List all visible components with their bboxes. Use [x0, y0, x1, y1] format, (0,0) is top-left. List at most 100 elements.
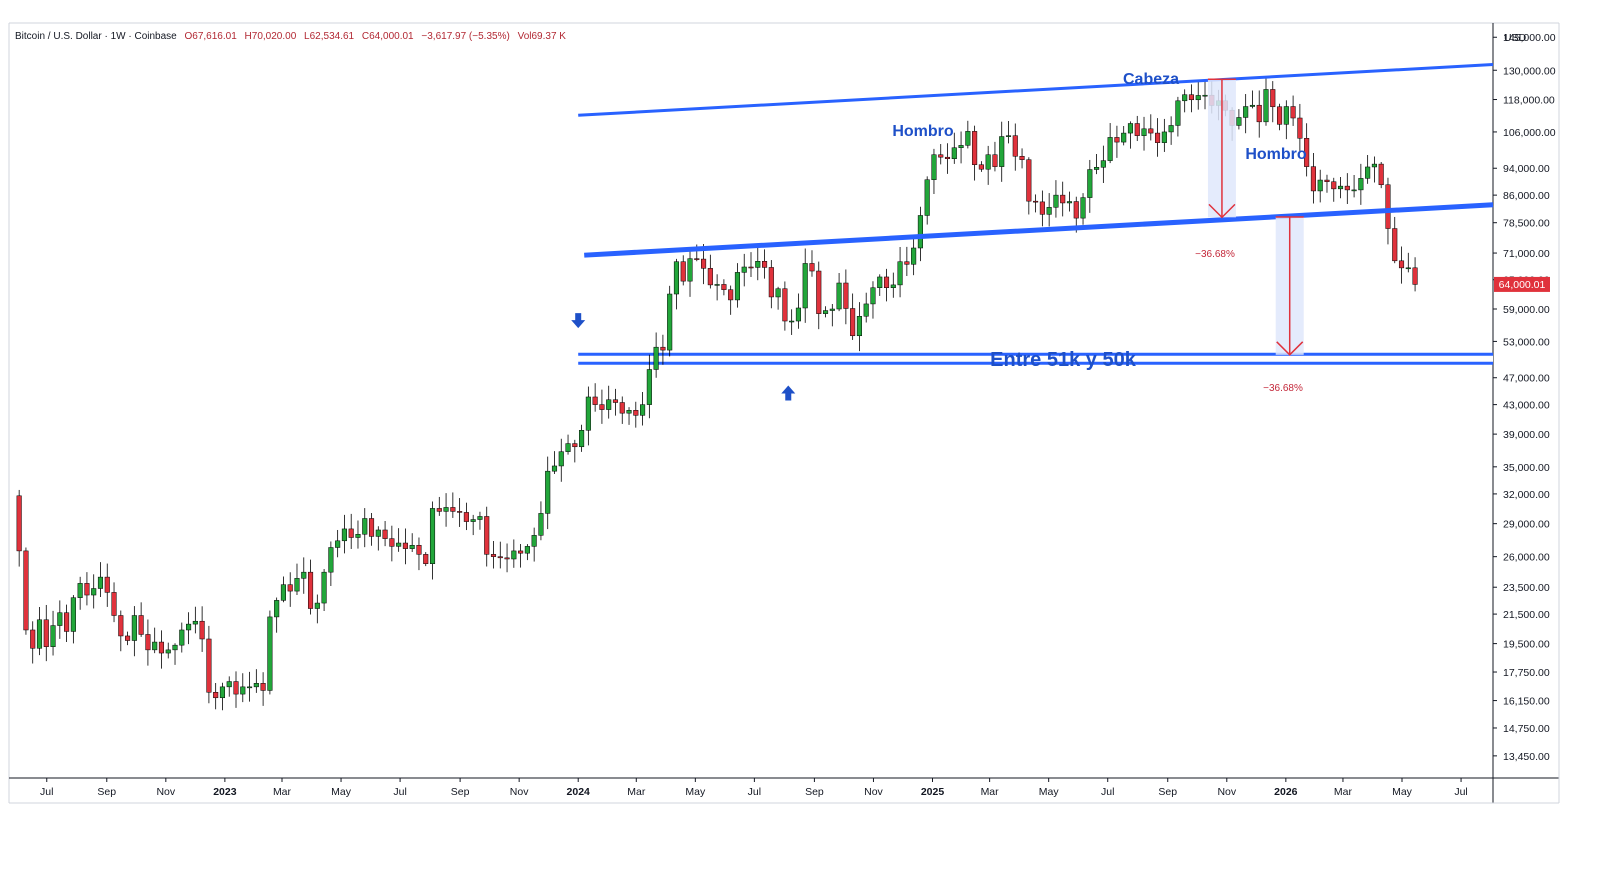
candle-up[interactable] [870, 281, 876, 319]
candle-up[interactable] [734, 263, 740, 308]
candle-down[interactable] [382, 520, 388, 547]
candle-down[interactable] [368, 512, 375, 546]
candle-down[interactable] [118, 610, 124, 652]
candle-down[interactable] [1310, 152, 1316, 204]
candle-down[interactable] [1331, 177, 1337, 202]
candle-up[interactable] [1087, 159, 1093, 213]
candle-up[interactable] [897, 247, 903, 298]
candle-down[interactable] [1060, 181, 1066, 217]
candle-up[interactable] [524, 544, 530, 561]
candle-down[interactable] [1290, 95, 1296, 126]
candle-up[interactable] [131, 606, 137, 657]
candle-up[interactable] [470, 514, 476, 536]
candle-up[interactable] [1236, 109, 1242, 130]
candle-up[interactable] [274, 597, 280, 633]
candle-down[interactable] [850, 293, 856, 340]
candle-down[interactable] [463, 502, 469, 531]
candle-up[interactable] [741, 253, 747, 287]
candle-down[interactable] [457, 498, 463, 527]
candle-up[interactable] [1317, 169, 1323, 203]
candle-down[interactable] [978, 161, 984, 172]
candle-up[interactable] [362, 508, 368, 548]
candle-up[interactable] [1046, 193, 1052, 227]
candle-up[interactable] [57, 600, 63, 639]
candle-up[interactable] [1202, 80, 1208, 110]
candle-down[interactable] [138, 602, 144, 637]
candle-down[interactable] [768, 260, 774, 309]
candle-down[interactable] [1114, 125, 1120, 158]
candle-down[interactable] [1188, 84, 1195, 113]
candle-up[interactable] [1243, 94, 1249, 134]
candle-up[interactable] [165, 642, 171, 659]
time-axis[interactable]: Jul Sep Nov 2023 Mar May Jul Sep Nov 2024 Mar May Ju… [40, 778, 1468, 798]
candle-down[interactable] [762, 249, 768, 279]
candle-down[interactable] [287, 572, 293, 607]
price-axis[interactable]: 145,000.00 130,000.00 118,000.00 106,000.00… [1493, 32, 1556, 763]
candle-up[interactable] [1337, 176, 1344, 199]
candle-down[interactable] [992, 141, 998, 172]
candle-up[interactable] [1141, 116, 1147, 151]
candle-up[interactable] [531, 527, 537, 562]
candle-up[interactable] [152, 627, 158, 654]
candle-up[interactable] [1121, 126, 1127, 146]
candle-up[interactable] [179, 622, 185, 653]
candle-down[interactable] [572, 439, 578, 463]
candle-down[interactable] [1155, 118, 1161, 157]
candle-up[interactable] [755, 246, 761, 281]
candle-down[interactable] [1012, 123, 1018, 171]
candle-down[interactable] [436, 496, 442, 516]
candle-down[interactable] [1134, 115, 1140, 142]
candle-up[interactable] [1175, 96, 1181, 137]
candle-up[interactable] [77, 576, 83, 610]
candle-up[interactable] [267, 610, 273, 695]
candle-down[interactable] [612, 388, 619, 416]
candle-down[interactable] [64, 604, 70, 642]
candle-down[interactable] [497, 541, 503, 569]
candle-up[interactable] [626, 407, 632, 425]
candle-up[interactable] [917, 206, 923, 262]
candle-up[interactable] [226, 676, 232, 697]
candle-up[interactable] [314, 594, 320, 624]
candle-up[interactable] [863, 292, 869, 323]
candle-up[interactable] [890, 272, 896, 298]
candle-down[interactable] [1324, 174, 1330, 193]
candle-down[interactable] [233, 671, 239, 708]
candle-up[interactable] [965, 120, 971, 149]
candle-up[interactable] [192, 606, 198, 634]
candle-down[interactable] [490, 540, 497, 569]
candle-up[interactable] [985, 145, 991, 185]
candle-down[interactable] [592, 383, 598, 412]
candle-down[interactable] [260, 672, 266, 706]
candle-up[interactable] [999, 121, 1005, 182]
candle-up[interactable] [1053, 180, 1059, 218]
candle-up[interactable] [911, 235, 917, 276]
candle-up[interactable] [565, 434, 571, 455]
candle-down[interactable] [206, 625, 212, 704]
candle-down[interactable] [680, 255, 686, 286]
candle-up[interactable] [355, 520, 361, 549]
candle-down[interactable] [748, 252, 754, 277]
candle-up[interactable] [673, 258, 680, 310]
candle-up[interactable] [836, 272, 842, 312]
candle-down[interactable] [972, 125, 978, 181]
candle-down[interactable] [16, 489, 22, 567]
candle-up[interactable] [877, 274, 883, 296]
candle-down[interactable] [944, 143, 951, 174]
candle-down[interactable] [660, 334, 666, 365]
candle-up[interactable] [775, 286, 781, 310]
candle-up[interactable] [714, 274, 720, 301]
candle-down[interactable] [1270, 81, 1276, 123]
candle-down[interactable] [43, 604, 49, 662]
candle-up[interactable] [301, 557, 307, 594]
candle-up[interactable] [856, 302, 862, 352]
candle-up[interactable] [1182, 89, 1188, 113]
candle-down[interactable] [904, 246, 910, 277]
candle-up[interactable] [558, 438, 564, 482]
candle-up[interactable] [1094, 154, 1100, 175]
candle-down[interactable] [145, 619, 151, 666]
candle-up[interactable] [931, 148, 937, 194]
candle-up[interactable] [70, 595, 76, 644]
candle-up[interactable] [1127, 121, 1134, 149]
candle-up[interactable] [186, 612, 192, 645]
